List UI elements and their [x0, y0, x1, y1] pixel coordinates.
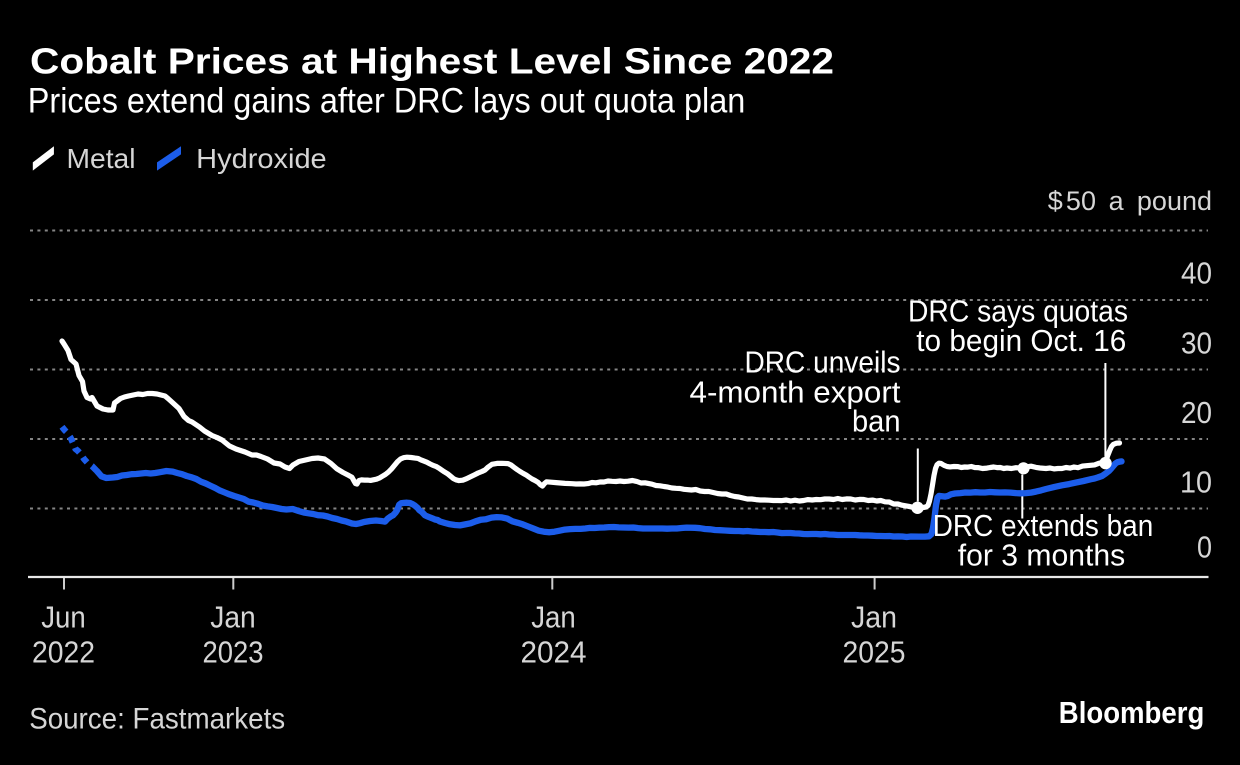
svg-text:30: 30 — [1181, 327, 1212, 361]
svg-text:Jun: Jun — [41, 601, 86, 635]
svg-text:Prices extend gains after DRC: Prices extend gains after DRC lays out q… — [28, 81, 746, 120]
svg-text:Hydroxide: Hydroxide — [196, 143, 327, 174]
svg-text:Jan: Jan — [531, 601, 576, 635]
svg-text:ban: ban — [852, 404, 901, 438]
svg-text:Bloomberg: Bloomberg — [1059, 695, 1205, 730]
svg-text:Metal: Metal — [67, 143, 136, 174]
svg-text:2025: 2025 — [843, 636, 906, 670]
svg-text:20: 20 — [1181, 396, 1212, 430]
svg-text:2023: 2023 — [203, 636, 264, 670]
svg-text:for 3 months: for 3 months — [958, 538, 1126, 572]
svg-text:DRC extends ban: DRC extends ban — [933, 509, 1154, 543]
svg-text:0: 0 — [1197, 531, 1212, 565]
svg-text:10: 10 — [1180, 466, 1212, 500]
svg-text:to begin Oct. 16: to begin Oct. 16 — [916, 324, 1126, 358]
svg-text:DRC says quotas: DRC says quotas — [908, 295, 1128, 329]
svg-text:DRC unveils: DRC unveils — [745, 345, 901, 379]
svg-text:Jan: Jan — [851, 601, 897, 635]
svg-text:4-month export: 4-month export — [690, 375, 902, 409]
svg-text:2022: 2022 — [32, 636, 95, 670]
svg-text:Source: Fastmarkets: Source: Fastmarkets — [29, 703, 285, 736]
svg-text:40: 40 — [1181, 257, 1212, 291]
svg-text:Cobalt Prices at Highest Level: Cobalt Prices at Highest Level Since 202… — [30, 40, 834, 81]
svg-text:Jan: Jan — [210, 601, 256, 635]
svg-text:2024: 2024 — [521, 636, 587, 670]
